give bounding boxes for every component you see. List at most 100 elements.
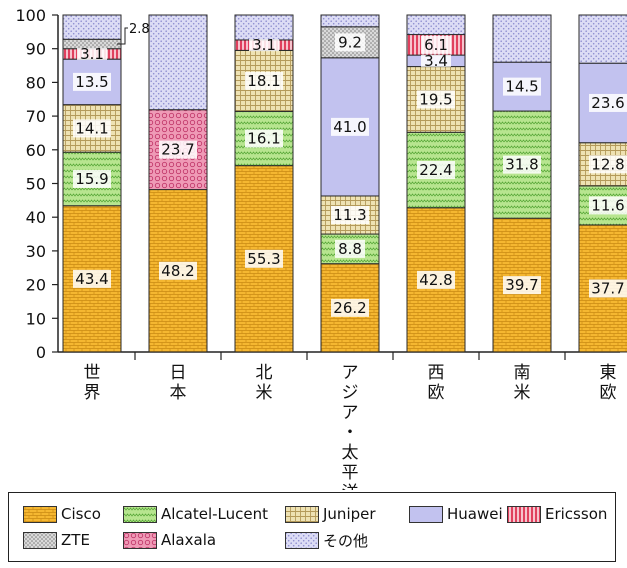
data-label-bg: [417, 270, 455, 289]
data-label-bg: [335, 239, 365, 258]
data-label: 23.6: [591, 94, 624, 112]
data-label-bg: [245, 71, 283, 90]
legend: Cisco Alcatel-Lucent Juniper Huawei Ericsson…: [8, 492, 616, 562]
data-label-bg: [421, 35, 451, 54]
y-tick-label: 10: [26, 309, 46, 328]
data-label: 11.3: [333, 206, 366, 224]
x-tick-label: ア: [342, 363, 359, 383]
legend-item: その他: [285, 529, 368, 551]
legend-swatch: [409, 505, 443, 523]
bar-segment--: [320, 14, 380, 28]
data-label-bg: [331, 206, 369, 225]
data-label-bg: [73, 169, 111, 188]
data-label-bg: [589, 279, 627, 298]
data-label: 42.8: [419, 271, 452, 289]
data-label-bg: [503, 276, 541, 295]
data-label: 22.4: [419, 161, 452, 179]
x-tick-label: 西: [428, 363, 445, 383]
data-label-bg: [73, 119, 111, 138]
x-tick-label: 世: [84, 363, 101, 383]
data-label: 18.1: [247, 72, 280, 90]
data-label-bg: [245, 249, 283, 268]
axis-layer: 0102030405060708090100世界日本北米アジア・太平洋西欧南米東…: [15, 6, 620, 503]
x-tick-label: 欧: [428, 383, 445, 403]
data-label: 14.5: [505, 78, 538, 96]
legend-label: Juniper: [323, 505, 376, 523]
data-label-bg: [159, 261, 197, 280]
data-label: 19.5: [419, 90, 452, 108]
data-label: 3.1: [80, 45, 104, 63]
data-label-bg: [335, 33, 365, 52]
x-tick-label: 南: [514, 363, 531, 383]
y-tick-label: 30: [26, 242, 46, 261]
bar-segment--: [148, 14, 208, 111]
data-label-bg: [417, 161, 455, 180]
data-label: 6.1: [424, 36, 448, 54]
legend-label: その他: [323, 531, 369, 550]
chart-canvas: 0102030405060708090100世界日本北米アジア・太平洋西欧南米東…: [15, 6, 627, 503]
x-tick-label: 平: [342, 463, 359, 483]
x-tick-label: 米: [256, 383, 273, 403]
data-label: 15.9: [75, 170, 108, 188]
legend-swatch: [507, 505, 541, 523]
data-label: 37.7: [591, 279, 624, 297]
data-label-bg: [73, 269, 111, 288]
data-label-bg: [331, 117, 369, 136]
data-label: 23.7: [161, 141, 194, 159]
data-label-bg: [73, 72, 111, 91]
data-label: 31.8: [505, 156, 538, 174]
legend-label: Alcatel-Lucent: [161, 505, 269, 523]
legend-swatch: [23, 531, 57, 549]
legend-item: Alaxala: [123, 529, 216, 551]
legend-swatch: [123, 505, 157, 523]
data-label-bg: [589, 93, 627, 112]
data-label: 11.6: [591, 196, 624, 214]
annotation-leader: [117, 27, 128, 45]
bar-segment--: [234, 14, 294, 41]
data-label-bg: [249, 39, 279, 52]
x-tick-label: 日: [170, 363, 187, 383]
legend-item: Alcatel-Lucent: [123, 503, 268, 525]
data-label: 55.3: [247, 250, 280, 268]
bar-segment--: [578, 14, 627, 64]
data-label: 39.7: [505, 276, 538, 294]
x-tick-label: 米: [514, 383, 531, 403]
legend-label: Huawei: [447, 505, 503, 523]
y-tick-label: 40: [26, 208, 46, 227]
x-tick-label: 欧: [600, 383, 617, 403]
data-label-bg: [589, 155, 627, 174]
y-tick-label: 20: [26, 276, 46, 295]
legend-swatch: [285, 505, 319, 523]
annotation-label: 2.8: [129, 22, 150, 37]
bar-segment--: [406, 14, 466, 36]
data-label-bg: [421, 54, 451, 67]
bars-layer: [62, 14, 627, 353]
x-tick-label: 界: [84, 383, 101, 403]
legend-label: Alaxala: [161, 531, 217, 549]
x-tick-label: ア: [342, 403, 359, 423]
y-tick-label: 70: [26, 107, 46, 126]
legend-label: Ericsson: [545, 505, 608, 523]
x-tick-label: 東: [600, 363, 617, 383]
data-label-bg: [159, 140, 197, 159]
data-label-bg: [503, 77, 541, 96]
data-label: 8.8: [338, 240, 362, 258]
x-tick-label: ジ: [342, 383, 359, 403]
x-tick-label: 本: [170, 383, 187, 403]
data-label-bg: [245, 129, 283, 148]
data-label: 43.4: [75, 270, 108, 288]
data-label-bg: [331, 298, 369, 317]
legend-label: ZTE: [61, 531, 90, 549]
legend-item: ZTE: [23, 529, 90, 551]
y-tick-label: 80: [26, 73, 46, 92]
data-label: 3.1: [252, 36, 276, 54]
data-label: 14.1: [75, 119, 108, 137]
bar-segment--: [62, 14, 122, 40]
data-label: 16.1: [247, 130, 280, 148]
y-tick-label: 100: [15, 6, 46, 25]
legend-item: Cisco: [23, 503, 101, 525]
legend-item: Huawei: [409, 503, 503, 525]
legend-swatch: [123, 531, 157, 549]
legend-item: Ericsson: [507, 503, 607, 525]
x-tick-label: 北: [256, 363, 273, 383]
